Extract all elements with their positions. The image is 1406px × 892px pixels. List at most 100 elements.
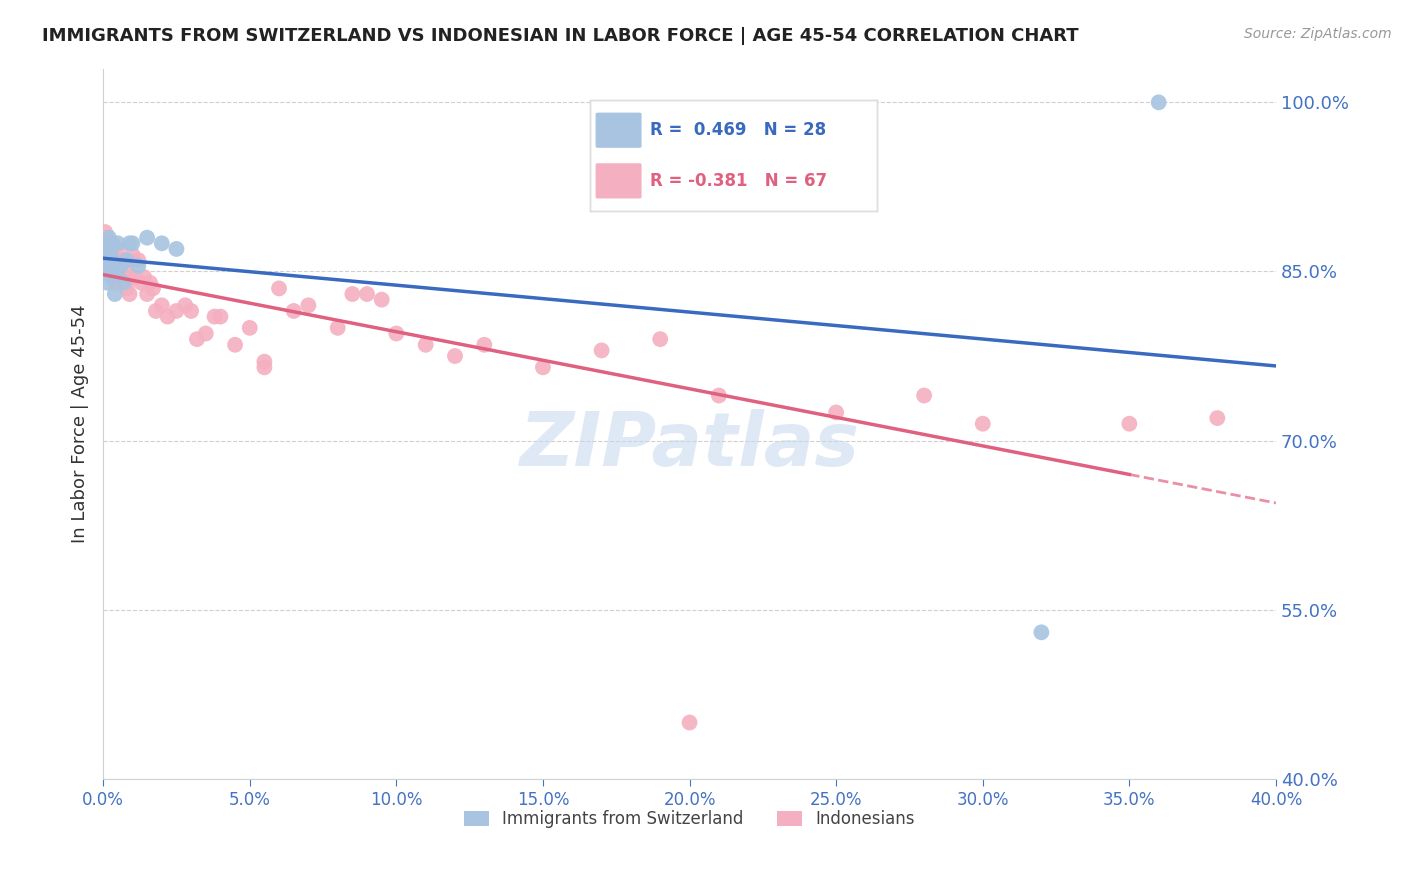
Point — [209, 310, 232, 324]
Point — [115, 259, 138, 273]
Point — [98, 259, 121, 273]
Point — [96, 242, 118, 256]
Point — [94, 236, 117, 251]
Point — [94, 225, 117, 239]
Point — [121, 247, 143, 261]
Point — [107, 270, 129, 285]
Point — [112, 253, 135, 268]
Point — [142, 281, 165, 295]
Text: Source: ZipAtlas.com: Source: ZipAtlas.com — [1244, 27, 1392, 41]
Point — [356, 287, 378, 301]
Point — [110, 259, 132, 273]
Legend: Immigrants from Switzerland, Indonesians: Immigrants from Switzerland, Indonesians — [457, 803, 922, 835]
Point — [112, 276, 135, 290]
Point — [444, 349, 467, 363]
Point — [326, 321, 349, 335]
Point — [267, 281, 290, 295]
Point — [707, 388, 730, 402]
Point — [591, 343, 613, 358]
Point — [650, 332, 672, 346]
Point — [101, 253, 124, 268]
Text: IMMIGRANTS FROM SWITZERLAND VS INDONESIAN IN LABOR FORCE | AGE 45-54 CORRELATION: IMMIGRANTS FROM SWITZERLAND VS INDONESIA… — [42, 27, 1078, 45]
Point — [253, 360, 276, 375]
Point — [104, 253, 127, 268]
Point — [101, 247, 124, 261]
Point — [94, 242, 117, 256]
Point — [104, 259, 127, 273]
Point — [98, 230, 121, 244]
Point — [101, 259, 124, 273]
Point — [972, 417, 994, 431]
Point — [94, 230, 117, 244]
Point — [186, 332, 208, 346]
Point — [150, 298, 173, 312]
Point — [415, 338, 437, 352]
Point — [101, 270, 124, 285]
Point — [107, 242, 129, 256]
Point — [93, 236, 115, 251]
Point — [127, 259, 149, 273]
Point — [136, 230, 159, 244]
Point — [94, 259, 117, 273]
Point — [297, 298, 319, 312]
Text: ZIPatlas: ZIPatlas — [520, 409, 859, 482]
Point — [678, 715, 700, 730]
Point — [385, 326, 408, 341]
Point — [156, 310, 179, 324]
Point — [136, 287, 159, 301]
Point — [115, 281, 138, 295]
Point — [101, 236, 124, 251]
Point — [96, 276, 118, 290]
Point — [107, 236, 129, 251]
Point — [180, 304, 202, 318]
Point — [139, 276, 162, 290]
Point — [124, 270, 146, 285]
Point — [165, 242, 187, 256]
Point — [127, 253, 149, 268]
Point — [104, 276, 127, 290]
Point — [239, 321, 262, 335]
Point — [121, 270, 143, 285]
Point — [121, 236, 143, 251]
Point — [94, 236, 117, 251]
Point — [115, 253, 138, 268]
Point — [1206, 411, 1229, 425]
Point — [1147, 95, 1170, 110]
Point — [1118, 417, 1140, 431]
Point — [112, 270, 135, 285]
Point — [110, 276, 132, 290]
Point — [194, 326, 217, 341]
Point — [342, 287, 364, 301]
Point — [98, 247, 121, 261]
Point — [224, 338, 246, 352]
Point — [107, 270, 129, 285]
Point — [96, 253, 118, 268]
Point — [283, 304, 305, 318]
Point — [825, 405, 848, 419]
Point — [134, 270, 156, 285]
Point — [150, 236, 173, 251]
Point — [253, 354, 276, 368]
Point — [118, 287, 141, 301]
Point — [100, 247, 122, 261]
Point — [204, 310, 226, 324]
Point — [370, 293, 392, 307]
Point — [101, 236, 124, 251]
Point — [1031, 625, 1053, 640]
Point — [118, 236, 141, 251]
Point — [98, 259, 121, 273]
Point — [145, 304, 167, 318]
Point — [93, 253, 115, 268]
Point — [129, 276, 152, 290]
Point — [472, 338, 495, 352]
Point — [165, 304, 187, 318]
Point — [912, 388, 935, 402]
Point — [110, 253, 132, 268]
Point — [94, 242, 117, 256]
Point — [98, 236, 121, 251]
Point — [104, 287, 127, 301]
Point — [531, 360, 554, 375]
Point — [98, 242, 121, 256]
Y-axis label: In Labor Force | Age 45-54: In Labor Force | Age 45-54 — [72, 304, 89, 543]
Point — [174, 298, 197, 312]
